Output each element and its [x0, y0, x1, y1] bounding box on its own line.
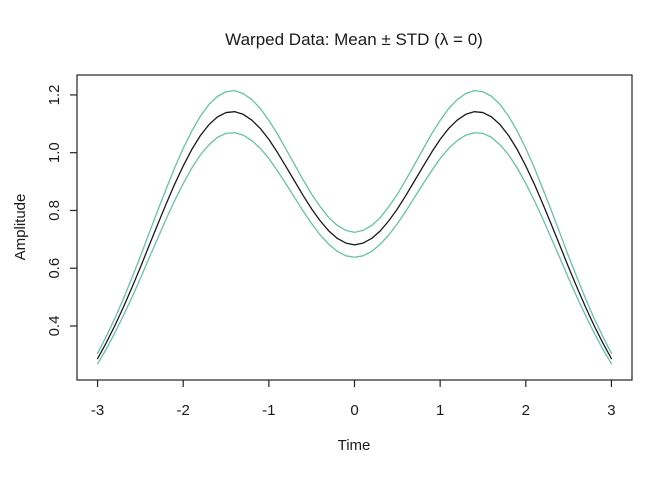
- y-tick-label: 1.2: [46, 84, 63, 105]
- y-axis-label: Amplitude: [12, 194, 29, 261]
- curve-mean_minus_std: [96, 132, 613, 365]
- y-tick-label: 1.0: [46, 142, 63, 163]
- plot-title: Warped Data: Mean ± STD (λ = 0): [225, 30, 483, 49]
- y-tick-label: 0.6: [46, 258, 63, 279]
- y-tick-label: 0.8: [46, 200, 63, 221]
- x-tick-label: -2: [177, 402, 190, 419]
- x-tick-label: -3: [91, 402, 104, 419]
- x-axis: -3 -2 -1 0 1 2 3: [91, 380, 616, 419]
- x-tick-label: 3: [607, 402, 615, 419]
- x-tick-label: 0: [350, 402, 358, 419]
- x-tick-label: 2: [522, 402, 530, 419]
- x-axis-label: Time: [338, 437, 371, 454]
- x-tick-label: -1: [262, 402, 275, 419]
- curves: [96, 89, 613, 365]
- y-axis: 0.4 0.6 0.8 1.0 1.2: [46, 84, 77, 336]
- curve-mean: [96, 111, 613, 360]
- y-tick-label: 0.4: [46, 316, 63, 337]
- x-tick-label: 1: [436, 402, 444, 419]
- plot-box: [76, 74, 633, 381]
- curve-mean_plus_std: [96, 89, 613, 355]
